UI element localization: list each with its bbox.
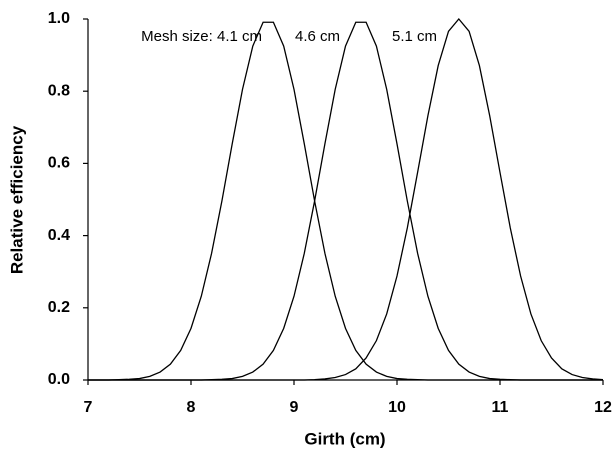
x-tick-label: 7 xyxy=(84,399,93,416)
series-label: 5.1 cm xyxy=(392,28,437,45)
x-tick-label: 8 xyxy=(187,399,196,416)
y-axis-title: Relative efficiency xyxy=(7,125,26,274)
line-series xyxy=(88,21,603,381)
y-tick-label: 0.4 xyxy=(48,227,70,244)
y-tick-label: 0.8 xyxy=(48,82,70,99)
series-label: Mesh size: 4.1 cm xyxy=(141,28,262,45)
x-axis-title: Girth (cm) xyxy=(304,429,385,448)
series-label: 4.6 cm xyxy=(295,28,340,45)
y-tick-label: 0.0 xyxy=(48,371,70,388)
x-tick-label: 11 xyxy=(492,399,509,416)
y-tick-label: 0.2 xyxy=(48,299,70,316)
x-tick-label: 10 xyxy=(388,399,406,416)
y-tick-label: 1.0 xyxy=(48,10,70,27)
line-series xyxy=(88,17,604,381)
x-tick-label: 9 xyxy=(290,399,299,416)
y-tick-label: 0.6 xyxy=(48,155,70,172)
x-tick-label: 12 xyxy=(594,399,612,416)
